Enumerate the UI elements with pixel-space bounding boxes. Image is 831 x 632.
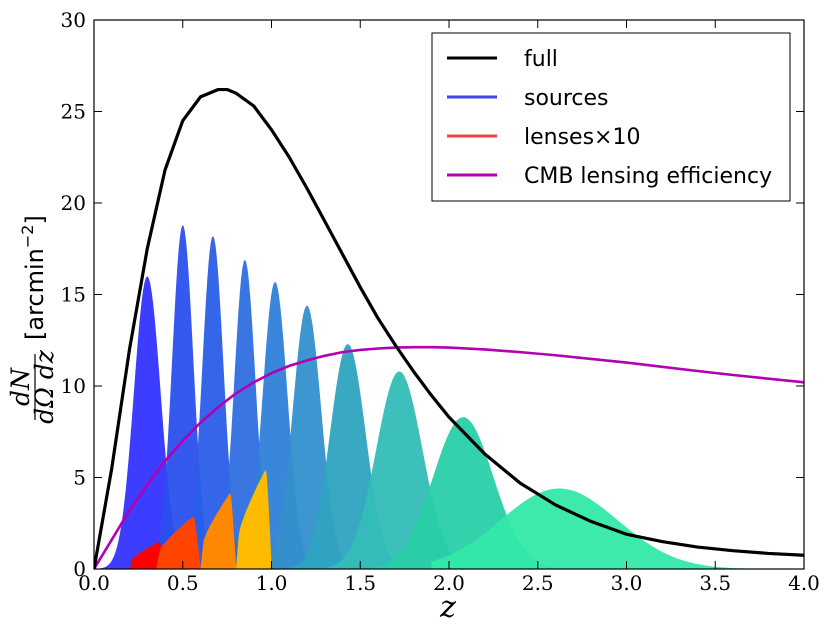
legend-label-2: sources: [524, 86, 609, 111]
tick-marks: [93, 19, 805, 570]
lens-bin-2: [156, 516, 201, 569]
source-bin-2: [138, 225, 236, 569]
source-bin-8: [315, 371, 503, 569]
lens-bin-3: [200, 493, 236, 569]
tick-labels: 0.0 0.5 1.0 1.5 2.0 2.5 3.0 3.5 4.0 0 5 10 15 20 25 30: [61, 8, 820, 595]
y-tick-label: 0: [73, 557, 86, 581]
x-tick-label: 2.5: [522, 571, 554, 595]
y-axis-label-unit: [arcmin−2]: [18, 215, 49, 340]
source-bin-4: [196, 259, 299, 569]
source-bin-1: [94, 276, 210, 569]
y-tick-label: 30: [61, 8, 86, 32]
y-tick-label: 15: [61, 283, 86, 307]
source-bin-5: [221, 281, 334, 569]
y-axis-label-numerator: dN: [6, 367, 35, 406]
cmb-lensing-curve: [94, 345, 804, 569]
legend-box: [431, 32, 791, 202]
legend: full sources lenses×10 CMB lensing efficien…: [431, 32, 791, 202]
source-bin-3: [168, 236, 263, 569]
y-axis-label: dN dΩ dz [arcmin−2]: [6, 215, 59, 424]
y-tick-label: 5: [73, 466, 86, 490]
x-tick-label: 1.5: [344, 571, 376, 595]
legend-label-3: lenses×10: [524, 125, 640, 150]
legend-label-1: full: [524, 47, 558, 72]
legend-label-4: CMB lensing efficiency: [524, 164, 772, 189]
x-tick-label: 2.0: [433, 571, 465, 595]
x-tick-label: 1.0: [256, 571, 288, 595]
plot-area: [94, 87, 804, 569]
y-tick-label: 25: [61, 100, 86, 124]
y-axis-label-unit-close: ]: [21, 215, 49, 224]
source-bin-6: [250, 305, 375, 569]
source-bin-10: [431, 488, 804, 569]
lens-bin-1: [129, 541, 165, 569]
x-tick-label: 0.0: [78, 571, 110, 595]
y-axis-label-denominator: dΩ dz: [30, 349, 59, 424]
y-tick-label: 10: [61, 374, 86, 398]
source-bin-9: [360, 417, 600, 569]
source-bin-7: [280, 343, 432, 569]
y-axis-label-unit-exponent: −2: [18, 225, 37, 249]
y-axis-label-unit-open: [arcmin: [21, 248, 49, 340]
x-tick-label: 3.0: [611, 571, 643, 595]
legend-items: full sources lenses×10 CMB lensing efficien…: [447, 47, 772, 189]
x-tick-label: 0.5: [167, 571, 199, 595]
full-curve: [94, 87, 804, 569]
lens-bin-4: [236, 469, 272, 569]
x-tick-label: 3.5: [699, 571, 731, 595]
x-axis-label: z: [439, 590, 456, 625]
y-tick-label: 20: [61, 191, 86, 215]
x-tick-label: 4.0: [788, 571, 820, 595]
